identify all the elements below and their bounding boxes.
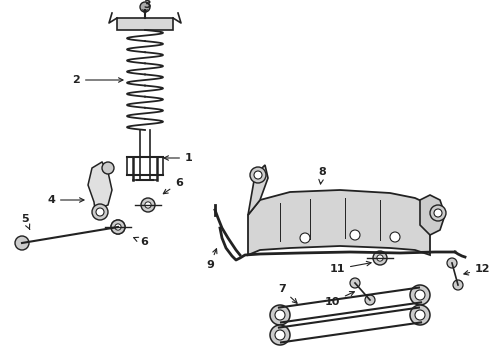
Circle shape: [275, 330, 285, 340]
Circle shape: [377, 255, 383, 261]
Circle shape: [300, 233, 310, 243]
Polygon shape: [420, 195, 445, 235]
Text: 6: 6: [134, 237, 148, 247]
Text: 5: 5: [21, 214, 30, 229]
Polygon shape: [248, 165, 268, 215]
Text: 4: 4: [47, 195, 84, 205]
Circle shape: [111, 220, 125, 234]
Circle shape: [275, 310, 285, 320]
Text: 8: 8: [318, 167, 326, 184]
Circle shape: [453, 280, 463, 290]
Circle shape: [415, 310, 425, 320]
Circle shape: [415, 290, 425, 300]
Circle shape: [96, 208, 104, 216]
Circle shape: [373, 251, 387, 265]
Circle shape: [141, 198, 155, 212]
Text: 10: 10: [325, 292, 354, 307]
Text: 3: 3: [143, 0, 151, 10]
Text: 9: 9: [206, 249, 217, 270]
Circle shape: [254, 171, 262, 179]
Circle shape: [350, 230, 360, 240]
Circle shape: [270, 325, 290, 345]
Circle shape: [111, 220, 125, 234]
Circle shape: [102, 162, 114, 174]
Text: 11: 11: [329, 261, 371, 274]
Bar: [117, 18, 173, 30]
Circle shape: [430, 205, 446, 221]
Circle shape: [15, 236, 29, 250]
Circle shape: [92, 204, 108, 220]
Circle shape: [365, 295, 375, 305]
Circle shape: [410, 285, 430, 305]
Circle shape: [250, 167, 266, 183]
Circle shape: [140, 2, 150, 12]
Circle shape: [447, 258, 457, 268]
Circle shape: [350, 278, 360, 288]
Text: 7: 7: [278, 284, 297, 303]
Circle shape: [115, 224, 121, 230]
Polygon shape: [248, 190, 430, 255]
Circle shape: [270, 305, 290, 325]
Text: 1: 1: [164, 153, 193, 163]
Polygon shape: [88, 162, 112, 210]
Circle shape: [410, 305, 430, 325]
Circle shape: [434, 209, 442, 217]
Circle shape: [145, 202, 151, 208]
Text: 2: 2: [72, 75, 123, 85]
Circle shape: [390, 232, 400, 242]
Text: 6: 6: [163, 178, 183, 194]
Text: 12: 12: [464, 264, 490, 275]
